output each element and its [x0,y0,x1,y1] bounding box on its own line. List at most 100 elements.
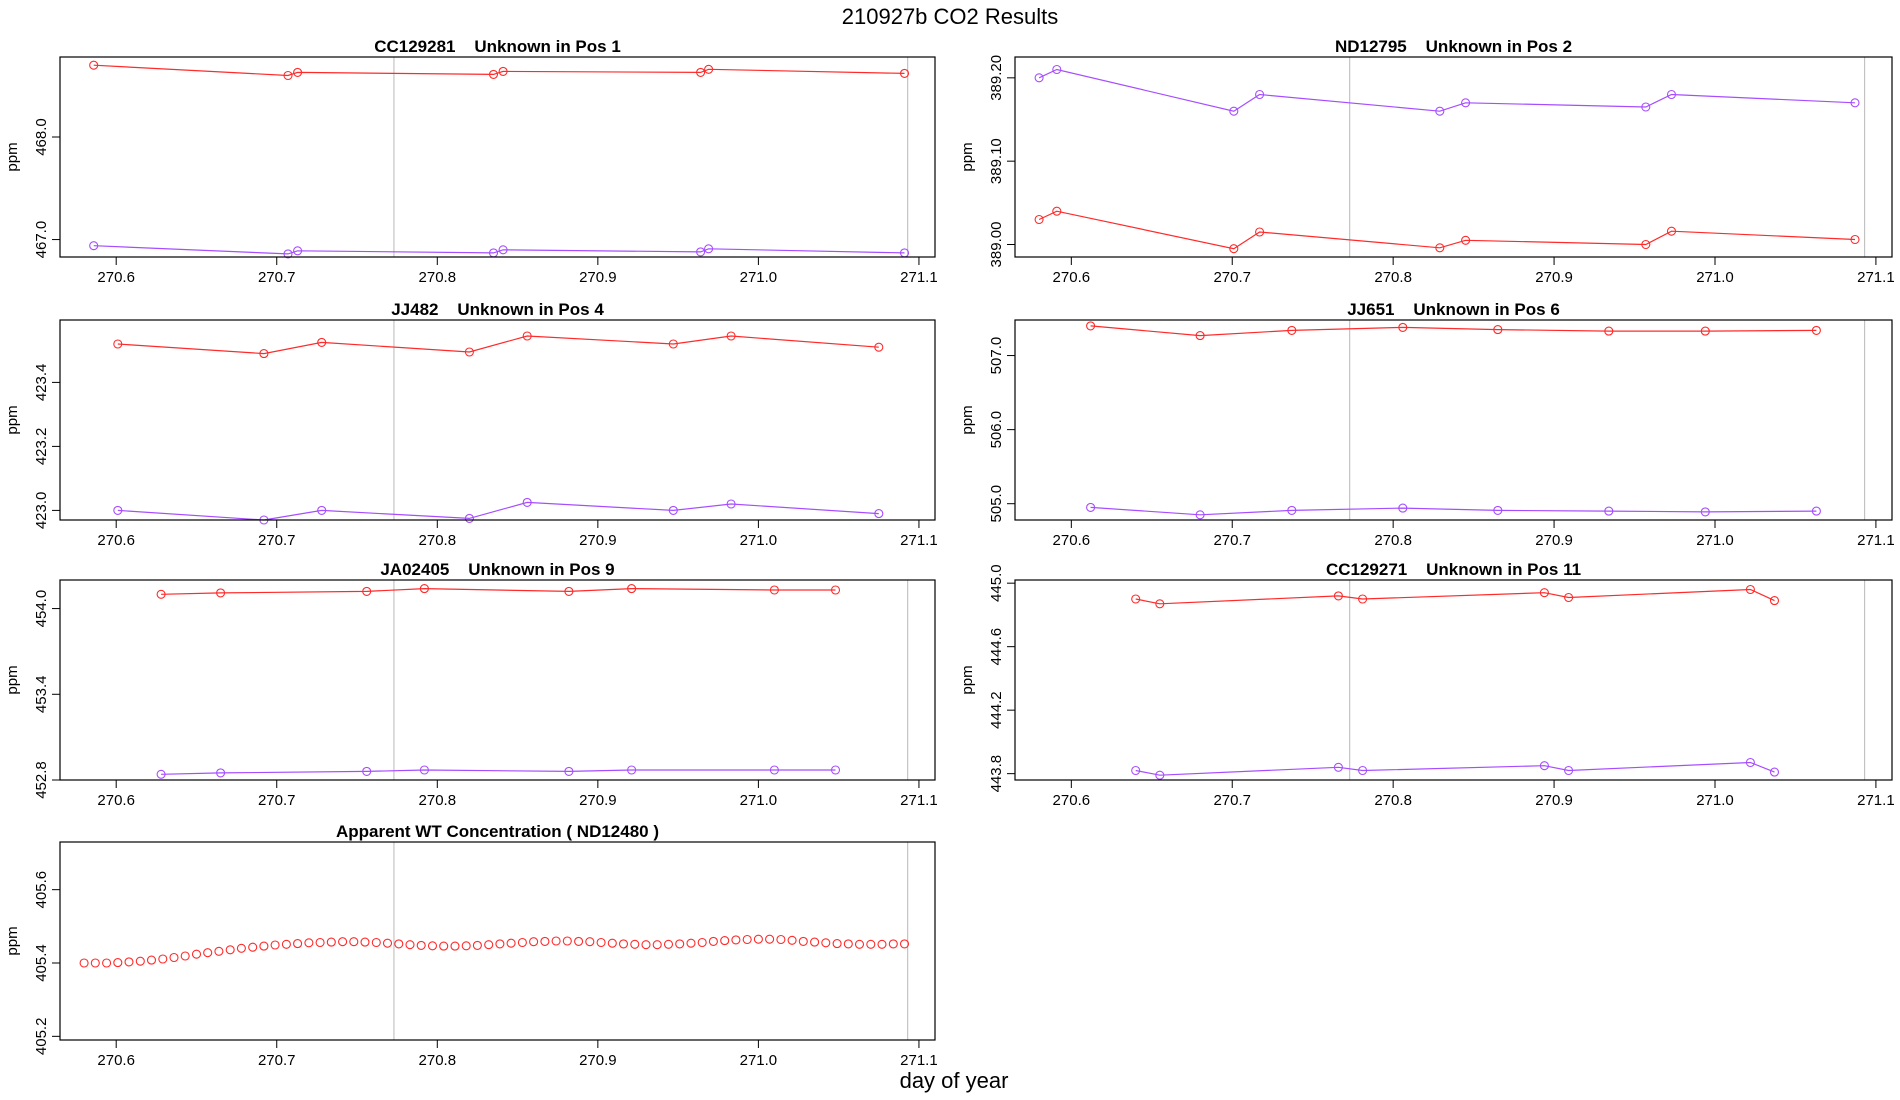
data-point [1666,226,1677,236]
data-point [79,958,89,968]
data-point [1358,765,1368,776]
data-point [498,66,508,76]
data-point [652,940,662,950]
data-point [1255,227,1265,237]
y-tick-label: 423.0 [33,492,50,530]
data-point [495,939,505,949]
x-tick-label: 271.1 [900,1052,938,1069]
data-point [830,585,841,595]
x-tick-label: 271.1 [1857,792,1895,809]
data-point [1850,98,1860,108]
data-point [1700,507,1710,517]
chart-panel-6: 270.6 270.7 270.8 270.9 271.0 271.1 443.8 444.2… [959,560,1895,809]
series-line-1 [93,64,905,77]
x-tick-label: 270.8 [419,1052,457,1069]
data-point [1195,510,1205,520]
data-point [1435,243,1445,253]
data-point [798,936,808,946]
y-axis-label: ppm [959,665,976,694]
x-tick-label: 270.6 [1053,792,1091,809]
data-point [1641,239,1651,250]
data-point [843,939,853,949]
x-tick-label: 270.9 [1535,269,1573,286]
data-point [704,64,714,74]
data-point [832,939,842,949]
data-point [461,941,471,951]
data-point [1398,503,1408,513]
data-point [1229,106,1239,116]
y-tick-label: 389.00 [988,222,1005,268]
data-point [498,245,508,255]
y-tick-label: 405.2 [33,1018,50,1056]
data-point [1641,102,1651,112]
data-point [1700,326,1710,336]
data-point [216,588,226,598]
data-point [830,765,841,775]
data-point [704,244,714,254]
x-tick-label: 271.0 [1696,269,1734,286]
data-point [1155,599,1165,609]
data-point [1564,592,1574,603]
chart-panel-4: 270.6 270.7 270.8 270.9 271.0 271.1 505.0 506.0… [959,300,1895,549]
panel-title: CC129281 Unknown in Pos 1 [374,37,621,56]
data-point [293,67,303,77]
series-line-2 [117,501,879,521]
x-tick-label: 270.7 [1213,532,1251,549]
data-point [522,331,532,341]
data-point [203,948,213,958]
data-point [630,939,640,949]
x-tick-label: 271.1 [1857,269,1895,286]
x-tick-label: 270.9 [579,532,617,549]
series-line-1 [161,587,836,595]
y-tick-label: 506.0 [988,411,1005,449]
data-point [1811,325,1821,335]
y-tick-label: 405.4 [33,944,50,982]
data-point [517,937,527,948]
data-point [1850,234,1860,245]
data-point [419,765,429,775]
data-point [899,68,910,78]
data-point [349,937,359,947]
y-tick-label: 423.4 [33,364,50,402]
data-point [360,937,370,947]
x-tick-label: 270.9 [579,792,617,809]
data-point [742,934,752,945]
data-point [522,497,532,507]
data-point [854,939,865,949]
y-axis-label: ppm [959,405,976,434]
data-point [1493,325,1503,335]
data-point [1131,765,1141,776]
x-tick-label: 270.7 [1213,269,1251,286]
data-point [1287,505,1297,515]
data-point [769,765,779,775]
data-point [585,937,595,947]
x-tick-label: 270.8 [1374,792,1412,809]
data-point [225,945,235,955]
plot-frame [1014,319,1893,521]
data-point [1461,98,1471,108]
data-point [1333,762,1343,772]
data-point [506,938,516,948]
data-point [540,936,550,946]
data-point [464,513,474,523]
data-point [1287,325,1297,335]
data-point [899,939,910,949]
data-point [627,584,637,594]
series-line-2 [93,245,905,255]
figure-xlabel: day of year [899,1068,1009,1093]
data-point [686,938,696,948]
data-point [874,342,884,352]
data-point [236,943,246,953]
series-line-2 [1038,210,1856,250]
data-point [1255,89,1265,100]
x-tick-label: 270.8 [1374,532,1412,549]
y-axis-label: ppm [4,665,21,694]
data-point [89,60,99,70]
y-axis-label: ppm [4,405,21,434]
chart-panel-7: 270.6 270.7 270.8 270.9 271.0 271.1 405.2 405.4… [4,822,938,1069]
data-point [1604,326,1614,336]
data-point [731,935,741,945]
y-tick-label: 444.2 [988,691,1005,729]
x-tick-label: 270.7 [1213,792,1251,809]
panel-title: CC129271 Unknown in Pos 11 [1326,560,1581,579]
